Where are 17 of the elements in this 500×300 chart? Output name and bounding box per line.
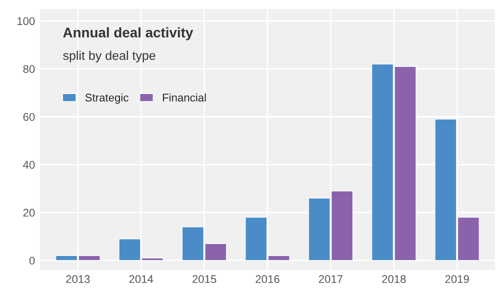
x-tick-label: 2014 <box>129 275 154 284</box>
x-tick-label: 2019 <box>445 275 469 284</box>
y-tick-label: 100 <box>17 17 35 26</box>
x-tick-label: 2013 <box>66 275 90 284</box>
x-tick-label: 2017 <box>318 275 342 284</box>
legend-label: Financial <box>162 93 206 102</box>
y-tick-label: 40 <box>23 160 35 169</box>
x-tick-label: 2016 <box>256 275 280 284</box>
y-tick-label: 0 <box>29 256 35 265</box>
y-tick-label: 20 <box>23 208 35 217</box>
x-tick-label: 2015 <box>192 275 216 284</box>
legend-label: Strategic <box>85 93 128 104</box>
y-tick-label: 60 <box>23 113 35 121</box>
text: split by deal type <box>63 50 156 62</box>
text: Annual deal activity <box>63 27 194 40</box>
y-tick-label: 80 <box>23 65 35 73</box>
x-tick-label: 2018 <box>382 275 406 284</box>
